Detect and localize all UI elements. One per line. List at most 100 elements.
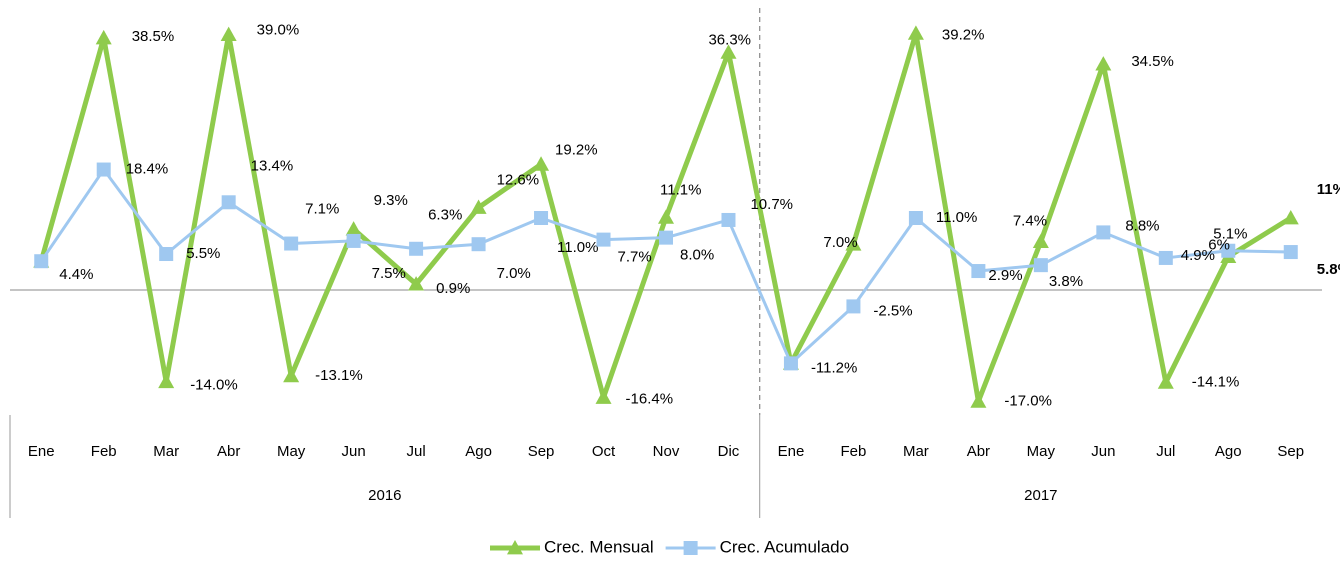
x-tick-label: Jun bbox=[1091, 443, 1115, 460]
marker bbox=[783, 356, 798, 371]
marker bbox=[907, 25, 924, 40]
marker bbox=[95, 29, 112, 45]
marker bbox=[1095, 56, 1112, 71]
data-label: 7.0% bbox=[497, 265, 531, 282]
data-label: 39.2% bbox=[942, 26, 985, 43]
x-tick-label: Ago bbox=[465, 443, 492, 460]
group-label: 2016 bbox=[368, 487, 401, 504]
marker bbox=[908, 211, 923, 225]
x-tick-label: Jul bbox=[1156, 443, 1175, 460]
group-label: 2017 bbox=[1024, 487, 1057, 504]
data-label: -2.5% bbox=[873, 302, 912, 319]
data-label: 0.9% bbox=[436, 280, 470, 297]
marker bbox=[1158, 250, 1173, 265]
data-label: 8.8% bbox=[1125, 217, 1159, 234]
marker bbox=[96, 162, 111, 177]
marker bbox=[971, 264, 986, 279]
data-label: 38.5% bbox=[132, 28, 175, 45]
data-label: 13.4% bbox=[251, 157, 294, 174]
marker bbox=[471, 237, 486, 252]
data-label: 9.3% bbox=[374, 192, 408, 209]
marker bbox=[220, 26, 237, 42]
data-label: 19.2% bbox=[555, 141, 598, 158]
marker bbox=[659, 230, 673, 245]
marker bbox=[1157, 374, 1174, 389]
legend-label: Crec. Acumulado bbox=[720, 537, 849, 556]
marker bbox=[721, 212, 736, 227]
data-label: 11% bbox=[1317, 181, 1340, 198]
marker bbox=[1033, 258, 1048, 273]
marker bbox=[1032, 233, 1049, 248]
data-label: 7.7% bbox=[618, 249, 652, 266]
x-tick-label: Sep bbox=[528, 443, 555, 460]
x-tick-label: Abr bbox=[967, 443, 990, 460]
data-label: 5.5% bbox=[186, 245, 220, 262]
data-label: 5.1% bbox=[1213, 226, 1247, 243]
x-tick-label: Mar bbox=[903, 443, 929, 460]
marker bbox=[1096, 225, 1111, 240]
data-label: 5.8% bbox=[1317, 261, 1340, 278]
data-label: -13.1% bbox=[315, 367, 363, 384]
marker bbox=[408, 276, 425, 291]
x-tick-label: Sep bbox=[1277, 443, 1304, 460]
x-tick-label: May bbox=[277, 443, 306, 460]
marker bbox=[159, 247, 174, 262]
marker bbox=[346, 233, 361, 248]
marker bbox=[34, 254, 49, 269]
data-label: 10.7% bbox=[750, 196, 793, 213]
x-tick-label: Oct bbox=[592, 443, 616, 460]
data-label: 39.0% bbox=[257, 22, 300, 39]
marker bbox=[470, 199, 487, 214]
marker bbox=[658, 209, 674, 224]
data-label: 3.8% bbox=[1049, 273, 1083, 290]
marker bbox=[1221, 243, 1236, 258]
data-label: 4.9% bbox=[1181, 247, 1215, 264]
x-tick-label: Jul bbox=[407, 443, 426, 460]
data-label: 2.9% bbox=[988, 267, 1022, 284]
x-tick-label: Jun bbox=[342, 443, 366, 460]
x-tick-label: Ago bbox=[1215, 443, 1242, 460]
data-label: -16.4% bbox=[626, 390, 674, 407]
data-label: 34.5% bbox=[1131, 53, 1174, 70]
data-label: 11.0% bbox=[936, 209, 977, 226]
marker bbox=[720, 44, 737, 59]
data-label: 7.0% bbox=[823, 234, 857, 251]
x-tick-label: Nov bbox=[653, 443, 680, 460]
data-label: 6% bbox=[1208, 237, 1230, 254]
marker bbox=[970, 393, 987, 408]
data-label: 7.1% bbox=[305, 201, 339, 218]
x-tick-label: Feb bbox=[91, 443, 117, 460]
x-tick-label: Abr bbox=[217, 443, 240, 460]
marker bbox=[283, 367, 300, 383]
marker bbox=[284, 236, 299, 251]
x-tick-label: Ene bbox=[28, 443, 55, 460]
marker bbox=[158, 373, 175, 389]
data-label: 7.5% bbox=[372, 265, 406, 282]
marker bbox=[1282, 210, 1299, 225]
data-label: 12.6% bbox=[497, 171, 540, 188]
legend-marker bbox=[683, 541, 698, 555]
marker bbox=[221, 195, 236, 210]
x-tick-label: Mar bbox=[153, 443, 179, 460]
marker bbox=[846, 299, 861, 314]
marker bbox=[596, 232, 611, 247]
x-tick-label: May bbox=[1027, 443, 1056, 460]
marker bbox=[595, 389, 612, 404]
data-label: 6.3% bbox=[428, 207, 462, 224]
data-label: -14.1% bbox=[1192, 373, 1240, 390]
data-label: 36.3% bbox=[708, 31, 751, 48]
data-label: 4.4% bbox=[59, 266, 93, 283]
data-label: 7.4% bbox=[1013, 213, 1047, 230]
x-tick-label: Feb bbox=[840, 443, 866, 460]
legend-marker bbox=[507, 540, 523, 555]
marker bbox=[845, 236, 862, 251]
x-tick-label: Ene bbox=[778, 443, 805, 460]
legend-label: Crec. Mensual bbox=[544, 537, 654, 556]
marker bbox=[345, 221, 362, 236]
data-label: -14.0% bbox=[190, 377, 238, 394]
marker bbox=[534, 211, 549, 225]
x-tick-label: Dic bbox=[718, 443, 740, 460]
marker bbox=[533, 156, 550, 171]
data-label: 11.0% bbox=[557, 239, 598, 256]
